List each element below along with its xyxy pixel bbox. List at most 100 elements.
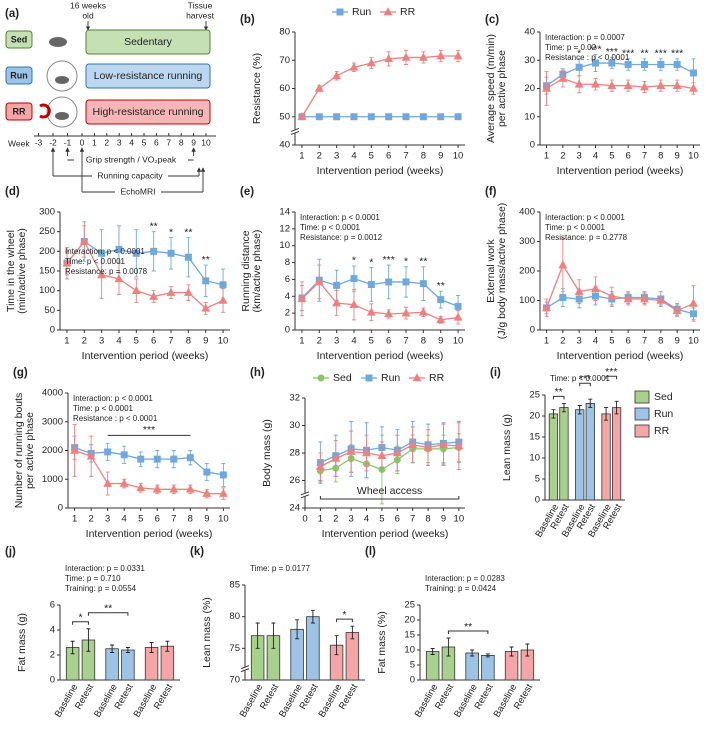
marker — [559, 294, 567, 302]
marker — [120, 451, 128, 459]
marker — [436, 51, 446, 60]
panel-label: (h) — [250, 367, 265, 379]
significance: * — [352, 255, 356, 267]
series-line — [66, 240, 224, 286]
x-tick-label: 6 — [151, 336, 156, 347]
y-tick-label: 200 — [519, 266, 535, 277]
x-tick-label: 8 — [425, 514, 430, 525]
x-tick-label: 9 — [203, 336, 208, 347]
y-tick-label: 26 — [289, 475, 300, 486]
stats-text: Interaction: p < 0.0001 — [545, 213, 625, 222]
x-tick-label: 3 — [105, 514, 110, 525]
week-label: 2 — [104, 137, 109, 147]
y-tick-label: 4000 — [42, 388, 63, 399]
marker — [366, 307, 376, 316]
marker — [402, 113, 410, 121]
y-tick-label: 40 — [279, 140, 290, 151]
y-tick-label: 0 — [50, 675, 55, 686]
x-tick-label: 8 — [188, 514, 193, 525]
x-tick-label: 2 — [333, 514, 338, 525]
start-label: old — [82, 10, 94, 20]
x-tick-label: 7 — [403, 336, 408, 347]
marker — [689, 69, 697, 77]
y-tick-label: 100 — [39, 285, 55, 296]
stats-text: Interaction: p < 0.0001 — [65, 247, 145, 256]
y-tick-label: 150 — [39, 266, 55, 277]
significance: *** — [655, 48, 667, 60]
series-line — [301, 55, 459, 118]
marker — [401, 52, 411, 61]
end-label: Tissue — [188, 0, 213, 10]
y-tick-label: 50 — [44, 305, 55, 316]
week-label: 1 — [92, 137, 97, 147]
legend-label: Sed — [654, 391, 673, 403]
marker — [542, 303, 551, 312]
marker — [656, 295, 666, 304]
marker — [201, 303, 211, 312]
y-axis-label: Time in the wheel — [5, 230, 17, 312]
marker — [315, 461, 325, 471]
bracket — [579, 382, 591, 387]
stats-text: Time: p < 0.0001 — [300, 223, 361, 232]
y-tick-label: 60 — [279, 83, 290, 94]
y-tick-label: 28 — [289, 448, 300, 459]
legend-swatch — [634, 407, 650, 421]
axis-break — [290, 130, 300, 135]
stats-text: Interaction: p = 0.0331 — [65, 564, 145, 573]
significance: *** — [622, 48, 634, 60]
y-tick-label: 100 — [519, 295, 535, 306]
bar — [575, 409, 585, 501]
stats-text: Time: p < 0.0001 — [65, 257, 126, 266]
series-line — [301, 277, 459, 308]
x-tick-label: 1 — [544, 151, 549, 162]
y-tick-label: 15 — [529, 432, 540, 443]
stats-text: Resistance: p = 0.2778 — [545, 233, 628, 242]
marker — [623, 80, 633, 89]
group-tag — [5, 30, 33, 49]
marker — [332, 298, 342, 307]
stats-text: Resistance: p = 0.0012 — [300, 233, 383, 242]
x-tick-label: 5 — [609, 336, 614, 347]
bar — [105, 648, 119, 681]
bar — [559, 407, 569, 501]
axis-break-gap — [241, 666, 249, 671]
week-label: 7 — [166, 137, 171, 147]
stats-text: Time: p < 0.0001 — [73, 404, 134, 413]
significance: ** — [437, 280, 445, 292]
y-tick-label: 32 — [289, 393, 300, 404]
y-tick-label: 70 — [279, 55, 290, 66]
marker — [114, 274, 124, 283]
axis-break-gap — [301, 492, 309, 497]
significance: * — [169, 226, 173, 238]
marker — [575, 63, 583, 71]
x-tick-label: 1 — [318, 514, 323, 525]
marker — [542, 83, 551, 92]
marker — [186, 454, 194, 462]
marker — [131, 285, 141, 294]
x-tick-label: 10 — [453, 151, 464, 162]
marker — [408, 439, 418, 449]
y-tick-label: 10 — [524, 111, 535, 122]
significance: ** — [640, 48, 648, 60]
group-tag — [5, 66, 33, 85]
y-axis-label: (min/active phase) — [16, 228, 28, 314]
x-axis-label: Intervention period (weeks) — [557, 165, 684, 177]
x-tick-label: 6 — [386, 336, 391, 347]
bracket-label: ** — [104, 603, 112, 615]
error-bar — [588, 398, 593, 409]
error-bar — [509, 646, 514, 657]
marker — [202, 277, 210, 285]
bracket — [87, 612, 129, 616]
bar — [345, 632, 360, 681]
marker — [170, 455, 178, 463]
marker — [454, 302, 462, 310]
y-axis-label: (J/g body mass/active phase) — [496, 203, 508, 340]
marker — [218, 488, 228, 497]
x-tick-label: 2 — [317, 151, 322, 162]
marker — [402, 278, 410, 286]
week-label: -1 — [64, 137, 72, 147]
significance: ** — [419, 256, 427, 268]
x-tick-label: 4 — [593, 151, 598, 162]
stats-text: Time: p < 0.0001 — [550, 374, 611, 383]
series-line — [66, 240, 224, 310]
